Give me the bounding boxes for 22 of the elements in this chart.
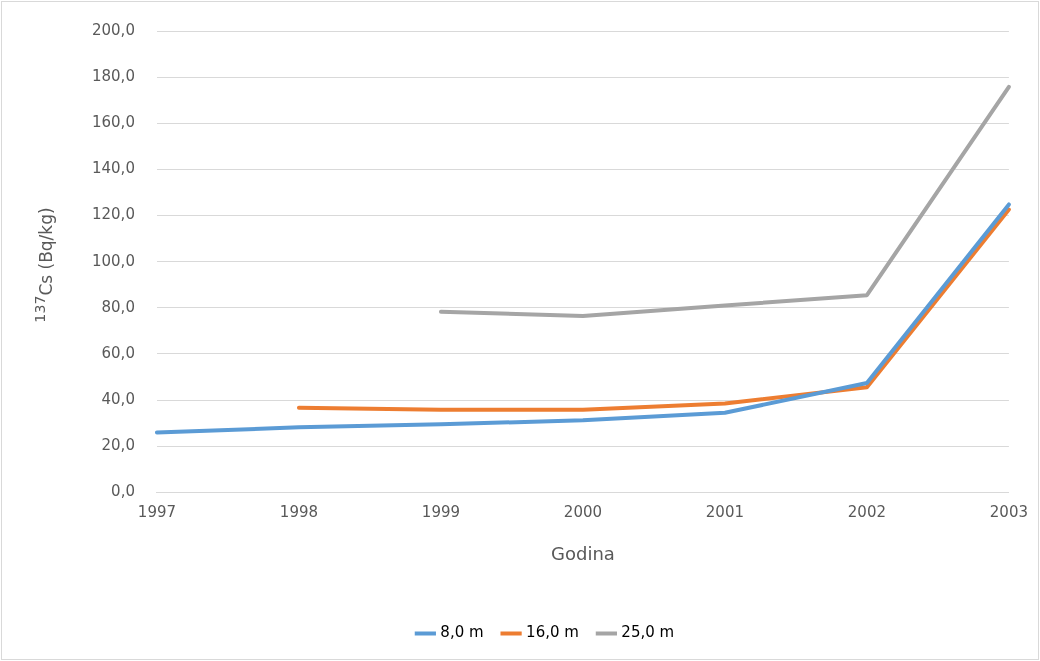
legend-label: 8,0 m bbox=[440, 623, 484, 642]
y-tick-label: 120,0 bbox=[91, 205, 135, 224]
y-tick-label: 200,0 bbox=[91, 20, 135, 39]
x-tick-label: 2000 bbox=[563, 503, 603, 522]
y-tick-label: 100,0 bbox=[91, 251, 135, 270]
x-tick-label: 2003 bbox=[989, 503, 1029, 522]
legend-label: 25,0 m bbox=[621, 623, 675, 642]
x-axis-title: Godina bbox=[551, 542, 615, 564]
x-tick-label: 1997 bbox=[137, 503, 177, 522]
y-tick-label: 60,0 bbox=[101, 343, 135, 362]
y-tick-label: 80,0 bbox=[101, 297, 135, 316]
x-tick-label: 1998 bbox=[279, 503, 319, 522]
y-tick-label: 40,0 bbox=[101, 390, 135, 409]
x-tick-label: 2002 bbox=[847, 503, 887, 522]
y-tick-label: 140,0 bbox=[91, 159, 135, 178]
y-tick-label: 0,0 bbox=[111, 482, 135, 501]
y-tick-label: 160,0 bbox=[91, 113, 135, 132]
x-tick-label: 1999 bbox=[421, 503, 461, 522]
x-tick-label: 2001 bbox=[705, 503, 745, 522]
legend-label: 16,0 m bbox=[526, 623, 579, 642]
y-tick-label: 20,0 bbox=[101, 436, 135, 455]
y-tick-label: 180,0 bbox=[91, 67, 135, 86]
